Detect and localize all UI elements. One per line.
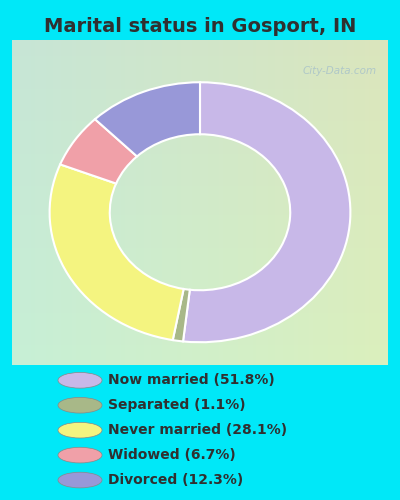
Wedge shape: [183, 82, 350, 342]
Wedge shape: [50, 164, 184, 340]
Circle shape: [58, 448, 102, 463]
Circle shape: [58, 398, 102, 413]
Circle shape: [58, 422, 102, 438]
Text: Now married (51.8%): Now married (51.8%): [108, 374, 275, 388]
Text: Divorced (12.3%): Divorced (12.3%): [108, 473, 243, 487]
Text: Widowed (6.7%): Widowed (6.7%): [108, 448, 236, 462]
Wedge shape: [60, 119, 137, 184]
Wedge shape: [95, 82, 200, 156]
Circle shape: [58, 472, 102, 488]
Text: Never married (28.1%): Never married (28.1%): [108, 423, 287, 437]
Text: Marital status in Gosport, IN: Marital status in Gosport, IN: [44, 18, 356, 36]
Circle shape: [58, 372, 102, 388]
Wedge shape: [173, 289, 190, 342]
Text: City-Data.com: City-Data.com: [302, 66, 377, 76]
Text: Separated (1.1%): Separated (1.1%): [108, 398, 246, 412]
